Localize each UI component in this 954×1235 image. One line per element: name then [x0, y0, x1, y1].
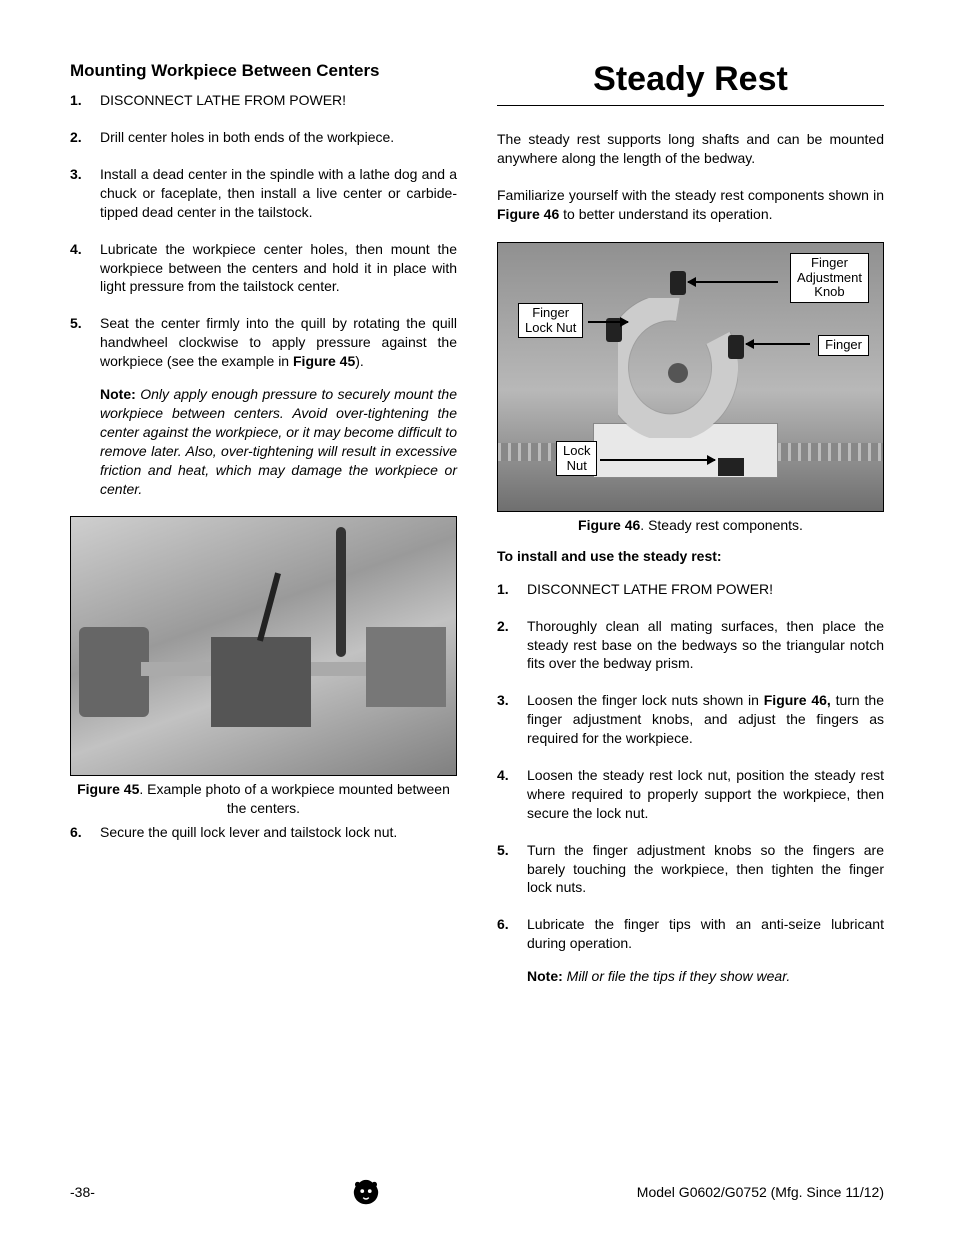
intro2-post: to better understand its operation.: [559, 206, 772, 222]
figure-46-caption-text: . Steady rest components.: [640, 517, 803, 533]
mounting-heading: Mounting Workpiece Between Centers: [70, 60, 457, 81]
step-5: Seat the center firmly into the quill by…: [70, 314, 457, 498]
step-1: DISCONNECT LATHE FROM POWER!: [70, 91, 457, 110]
install-note-text: Mill or file the tips if they show wear.: [563, 968, 790, 984]
step-5-pre: Seat the center firmly into the quill by…: [100, 315, 457, 369]
right-column: Steady Rest The steady rest supports lon…: [497, 60, 884, 1004]
figure-46: FingerLock Nut FingerAdjustmentKnob Fing…: [497, 242, 884, 534]
s6-text: Lubricate the finger tips with an anti-s…: [527, 916, 884, 951]
step-6: Secure the quill lock lever and tailstoc…: [70, 823, 457, 842]
install-step-6: Lubricate the finger tips with an anti-s…: [497, 915, 884, 986]
mounting-steps-1to5: DISCONNECT LATHE FROM POWER! Drill cente…: [70, 91, 457, 498]
figure-45: Figure 45. Example photo of a workpiece …: [70, 516, 457, 816]
step-5-post: ).: [355, 353, 364, 369]
figure-46-photo: FingerLock Nut FingerAdjustmentKnob Fing…: [497, 242, 884, 512]
model-info: Model G0602/G0752 (Mfg. Since 11/12): [637, 1184, 884, 1200]
figure-46-label: Figure 46: [578, 517, 640, 533]
install-step-2: Thoroughly clean all mating surfaces, th…: [497, 617, 884, 674]
left-column: Mounting Workpiece Between Centers DISCO…: [70, 60, 457, 1004]
figure-45-caption: Figure 45. Example photo of a workpiece …: [70, 780, 457, 816]
page-number: -38-: [70, 1184, 95, 1200]
install-note: Note: Mill or file the tips if they show…: [527, 967, 884, 986]
install-step-4: Loosen the steady rest lock nut, positio…: [497, 766, 884, 823]
figure-45-label: Figure 45: [77, 781, 139, 797]
title-rule: [497, 105, 884, 106]
install-step-5: Turn the finger adjustment knobs so the …: [497, 841, 884, 898]
intro2-pre: Familiarize yourself with the steady res…: [497, 187, 884, 203]
s3-pre: Loosen the finger lock nuts shown in: [527, 692, 764, 708]
callout-lock-nut: LockNut: [556, 441, 597, 477]
step-4: Lubricate the workpiece center holes, th…: [70, 240, 457, 297]
callout-finger-adj-knob: FingerAdjustmentKnob: [790, 253, 869, 304]
step-3: Install a dead center in the spindle wit…: [70, 165, 457, 222]
callout-finger: Finger: [818, 335, 869, 356]
s3-ref: Figure 46,: [764, 692, 831, 708]
install-step-3: Loosen the finger lock nuts shown in Fig…: [497, 691, 884, 748]
install-step-1: DISCONNECT LATHE FROM POWER!: [497, 580, 884, 599]
mounting-steps-6: Secure the quill lock lever and tailstoc…: [70, 823, 457, 842]
figure-46-ref-inline: Figure 46: [497, 206, 559, 222]
step-2: Drill center holes in both ends of the w…: [70, 128, 457, 147]
install-subheading: To install and use the steady rest:: [497, 548, 884, 564]
steady-rest-title: Steady Rest: [497, 60, 884, 99]
callout-finger-lock-nut: FingerLock Nut: [518, 303, 583, 339]
install-note-label: Note:: [527, 968, 563, 984]
intro-para-2: Familiarize yourself with the steady res…: [497, 186, 884, 224]
figure-45-caption-text: . Example photo of a workpiece mounted b…: [139, 781, 450, 815]
note-label: Note:: [100, 386, 136, 402]
step-5-note: Note: Only apply enough pressure to secu…: [100, 385, 457, 498]
note-text: Only apply enough pressure to securely m…: [100, 386, 457, 496]
figure-45-ref-inline: Figure 45: [293, 353, 355, 369]
figure-46-caption: Figure 46. Steady rest components.: [497, 516, 884, 534]
install-steps: DISCONNECT LATHE FROM POWER! Thoroughly …: [497, 580, 884, 986]
page-footer: -38- Model G0602/G0752 (Mfg. Since 11/12…: [70, 1177, 884, 1207]
bear-logo-icon: [351, 1177, 381, 1207]
figure-45-photo: [70, 516, 457, 776]
intro-para-1: The steady rest supports long shafts and…: [497, 130, 884, 168]
